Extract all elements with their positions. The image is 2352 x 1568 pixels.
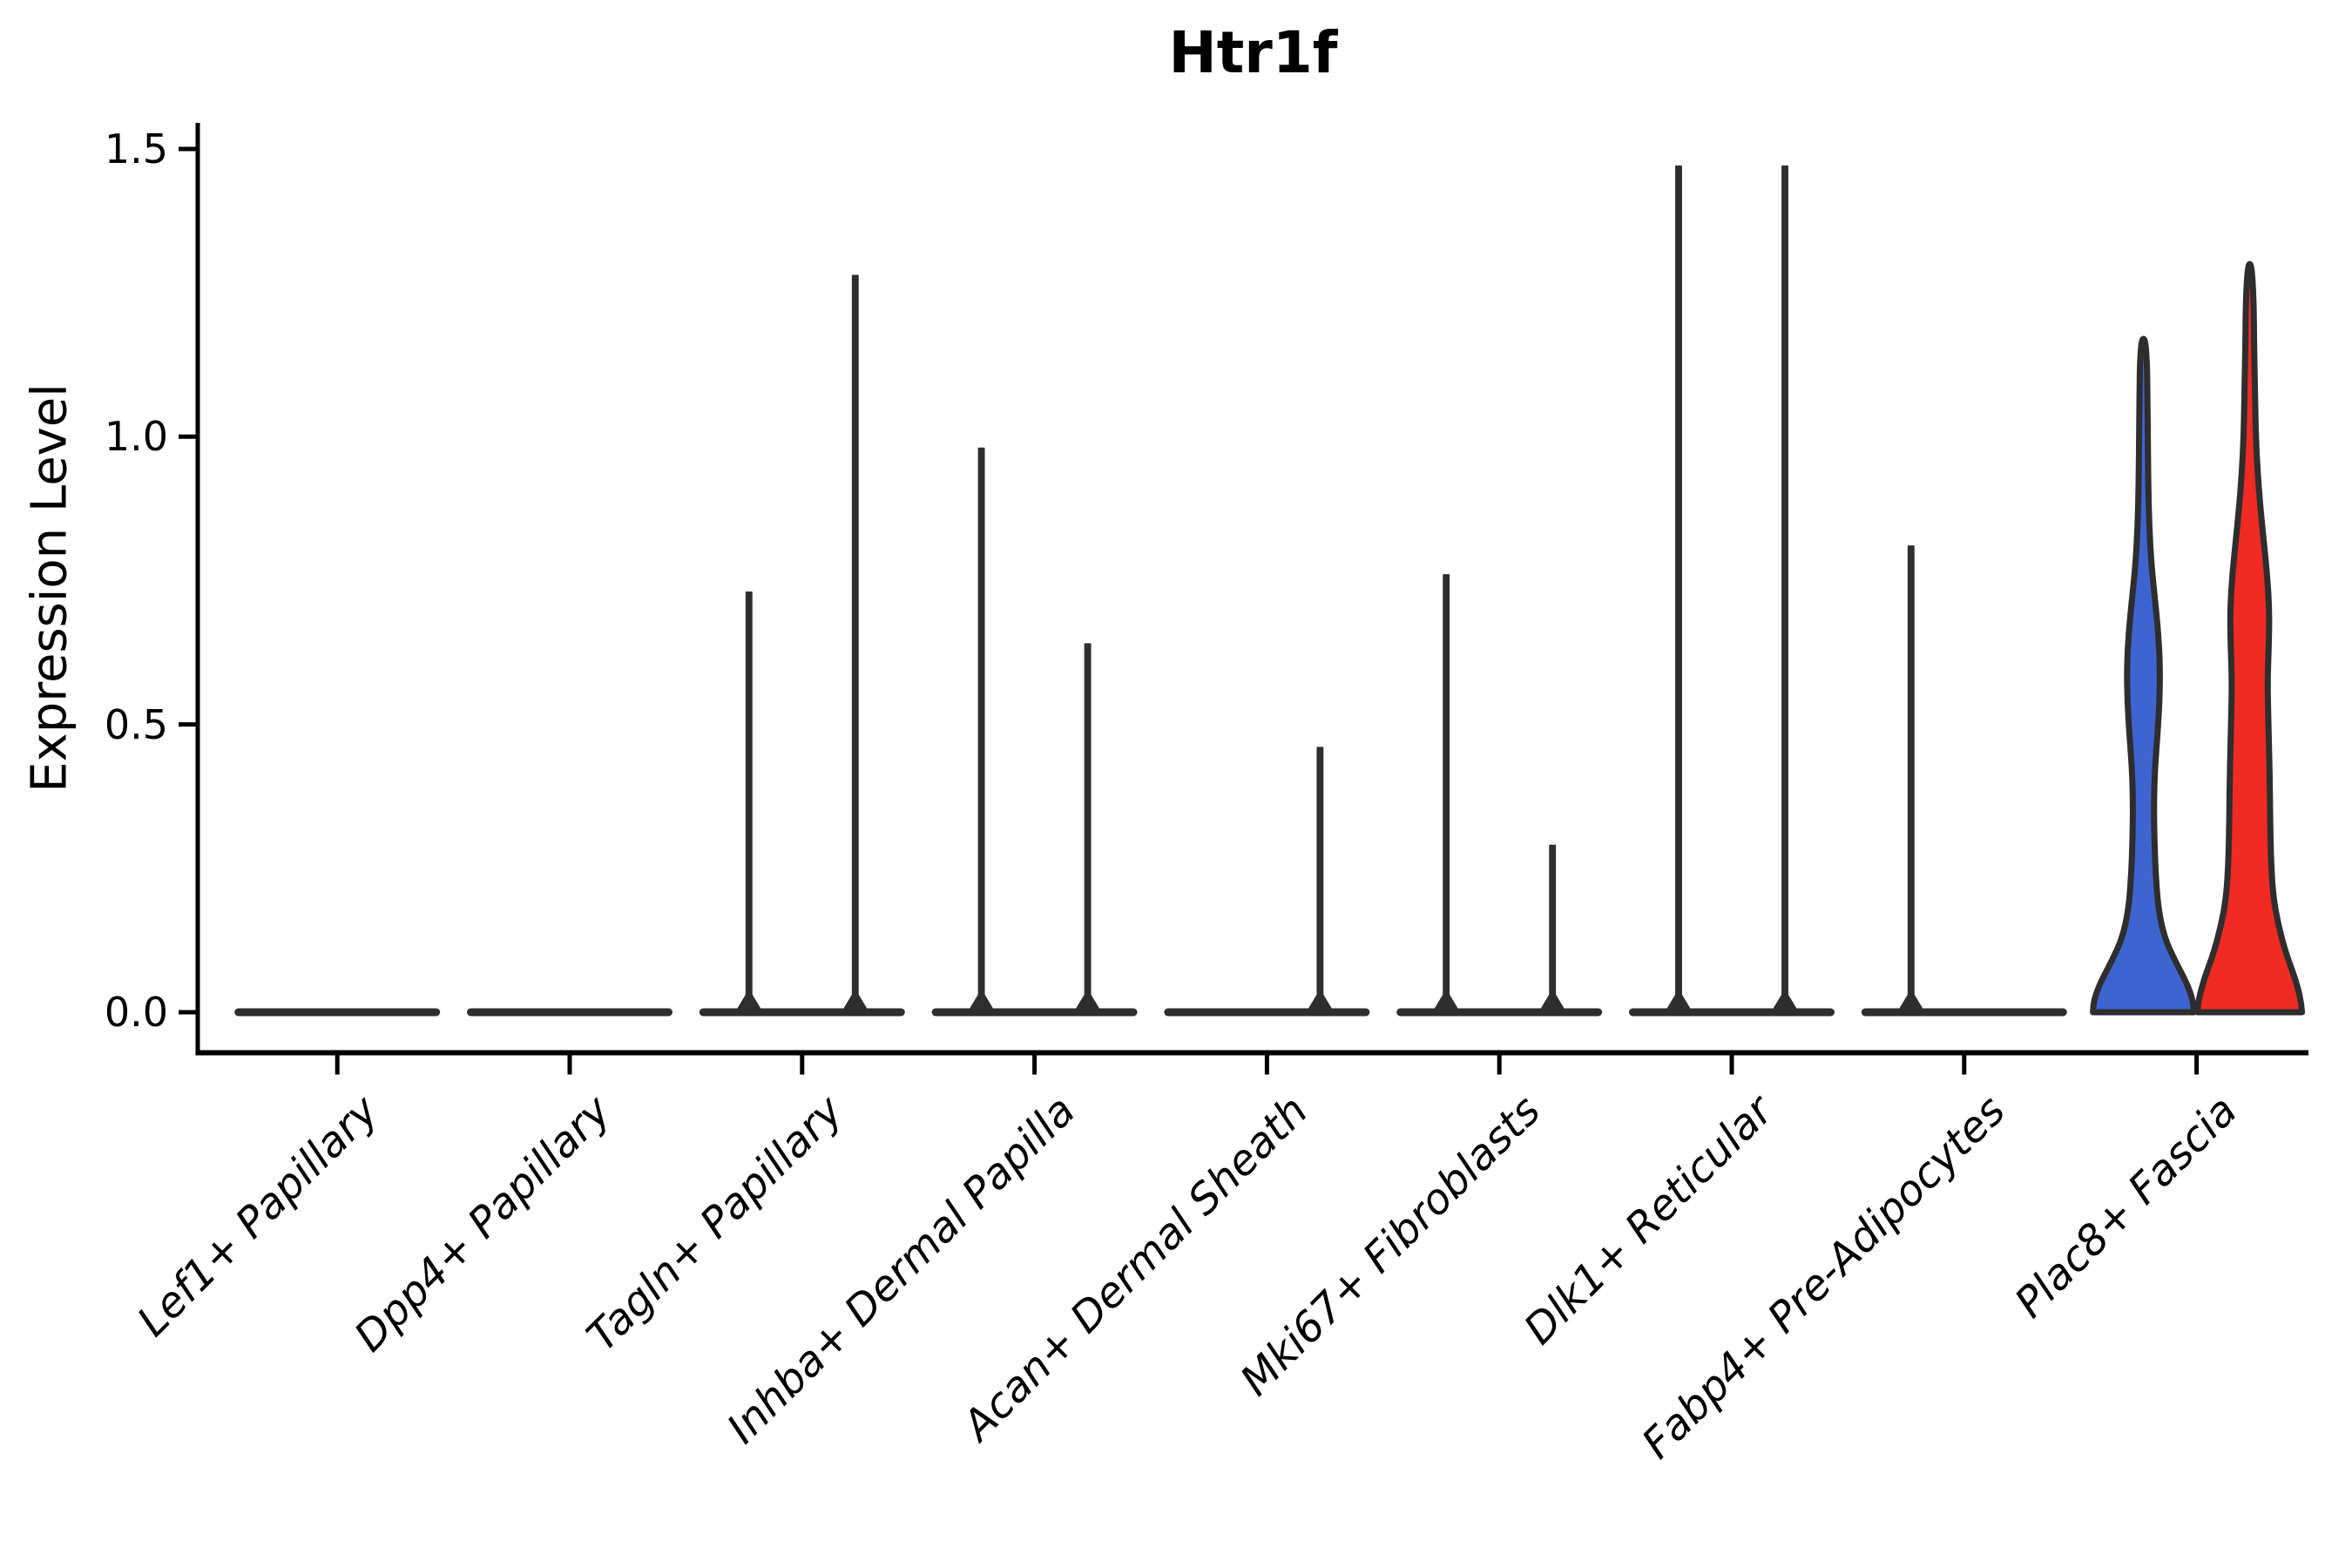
violin-spike xyxy=(840,274,871,1016)
violin-shape-red xyxy=(2194,260,2306,1016)
chart-title: Htr1f xyxy=(1168,19,1338,86)
y-tick-label: 0.0 xyxy=(104,989,168,1036)
violin-spike xyxy=(965,447,997,1016)
violin-baseline xyxy=(1629,1008,1835,1017)
y-tick-label: 0.5 xyxy=(104,700,168,748)
violin-spike xyxy=(1769,166,1801,1016)
violin-baseline xyxy=(1396,1008,1603,1017)
violin-spike xyxy=(1896,545,1927,1016)
violin-baseline xyxy=(1164,1008,1370,1017)
violin-shape-blue xyxy=(2090,335,2198,1016)
violin-baseline xyxy=(467,1008,672,1017)
violin-baseline xyxy=(931,1008,1138,1017)
violin-spike xyxy=(733,591,765,1016)
violin-baseline xyxy=(234,1008,441,1017)
violin-spike xyxy=(1663,166,1694,1016)
violin-spike xyxy=(1304,747,1336,1016)
violin-spike xyxy=(1430,574,1462,1016)
violin-baseline xyxy=(1861,1008,2067,1017)
y-tick-label: 1.5 xyxy=(104,125,168,172)
violin-baseline xyxy=(699,1008,905,1017)
y-tick-label: 1.0 xyxy=(104,413,168,461)
violin-spike xyxy=(1071,643,1104,1016)
violin-spike xyxy=(1537,844,1568,1016)
